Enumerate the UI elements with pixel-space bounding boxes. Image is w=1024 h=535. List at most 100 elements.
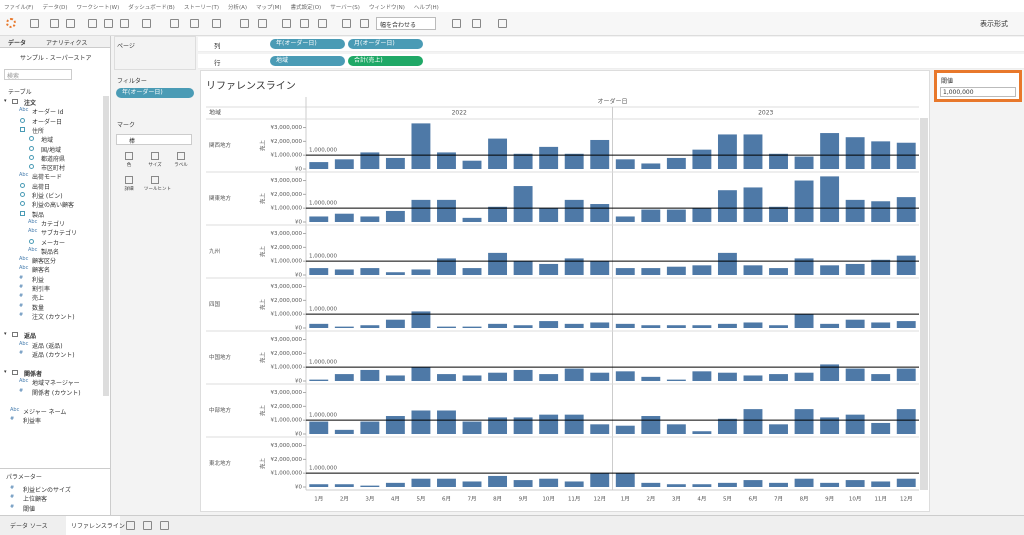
field-name: 上位顧客 — [23, 496, 48, 504]
bar — [462, 481, 482, 487]
bar — [692, 371, 712, 381]
menu-item[interactable]: 分析(A) — [227, 5, 248, 11]
y-tick-label: ¥3,000,000 — [271, 337, 303, 343]
mark-button-icon — [151, 176, 159, 184]
toolbar-icon — [282, 19, 291, 28]
pane-scrollbar — [103, 96, 109, 396]
parameter-input[interactable]: 1,000,000 — [940, 87, 1016, 97]
bar — [615, 371, 635, 381]
bar — [539, 146, 559, 169]
bar — [411, 123, 431, 169]
y-tick-label: ¥2,000,000 — [271, 139, 303, 145]
bar — [743, 480, 763, 487]
bar — [769, 206, 788, 222]
menu-item[interactable]: ストーリー(T) — [183, 5, 219, 11]
menu-bar: ファイル(F) データ(D) ワークシート(W) ダッシュボード(B) ストーリー(T)… — [0, 0, 1024, 12]
field-icon: # — [19, 284, 24, 290]
bar — [564, 199, 584, 222]
new-sheet-icon — [143, 521, 152, 530]
field-name: 国/地域 — [41, 146, 62, 154]
menu-item[interactable]: ウィンドウ(N) — [368, 5, 405, 11]
bar — [794, 314, 814, 328]
y-tick-label: ¥2,000,000 — [271, 351, 303, 357]
bar — [666, 484, 686, 487]
bar — [743, 409, 763, 434]
toolbar-icon — [50, 19, 59, 28]
y-axis-title: 売上 — [259, 246, 267, 258]
table-glyph — [12, 370, 18, 376]
field-name: メジャー ネーム — [23, 409, 67, 416]
bar — [794, 156, 814, 169]
bar — [845, 263, 865, 275]
field-name: 数量 — [32, 304, 45, 312]
search-box — [4, 69, 72, 80]
bar — [309, 162, 329, 169]
field-icon: Abc — [19, 256, 29, 263]
fit-label: 幅を合わせる — [380, 22, 417, 29]
x-tick-label: 2月 — [340, 496, 349, 503]
menu-item[interactable]: ヘルプ(H) — [413, 5, 439, 11]
fit-dropdown[interactable]: 幅を合わせる — [376, 17, 436, 30]
y-axis-title: 売上 — [259, 458, 267, 470]
bar — [590, 322, 610, 328]
bar — [590, 473, 610, 487]
mark-button[interactable]: サイズ — [144, 150, 166, 170]
field-icon: # — [19, 311, 24, 318]
bar — [666, 209, 686, 222]
bar — [769, 268, 788, 275]
mark-button[interactable]: ツールヒント — [144, 174, 171, 194]
y-tick-label: ¥2,000,000 — [271, 245, 303, 251]
sheet-tab-label: リファレンスライン — [71, 523, 125, 530]
field-name: 返品 (返品) — [32, 342, 63, 350]
menu-item[interactable]: ファイル(F) — [4, 5, 34, 11]
bar — [692, 265, 712, 275]
show-me[interactable]: 表示形式 — [980, 20, 1008, 28]
menu-item[interactable]: データ(D) — [42, 5, 68, 11]
x-tick-label: 5月 — [723, 496, 732, 503]
x-tick-label: 8月 — [493, 496, 502, 503]
field-name: 利益の高い顧客 — [32, 202, 75, 210]
bar — [488, 138, 508, 169]
mark-button[interactable]: ラベル — [170, 150, 192, 170]
mark-type-dropdown[interactable]: 棒 — [116, 134, 192, 145]
reference-line-label: 1,000,000 — [309, 307, 337, 313]
view-canvas: リファレンスライン オーダー日 地域 2022 2023 関西地方 売上 ¥0 ¥1,000,0… — [200, 70, 930, 512]
column-group-label: 2023 — [758, 110, 773, 117]
sheet-tab[interactable]: リファレンスライン — [66, 516, 125, 535]
field-name: 製品 — [32, 211, 45, 219]
menu-item[interactable]: 書式設定(O) — [290, 5, 322, 11]
bar — [820, 323, 840, 328]
y-axis-title: 売上 — [259, 405, 267, 417]
mark-button[interactable]: 詳細 — [118, 174, 140, 194]
x-tick-label: 6月 — [748, 496, 757, 503]
field-glyph — [29, 164, 34, 170]
bar — [437, 152, 456, 169]
bar — [641, 325, 661, 328]
bar — [309, 268, 329, 275]
menu-item[interactable]: ワークシート(W) — [76, 5, 120, 11]
field-glyph — [29, 136, 34, 142]
region-label: 四国 — [209, 301, 221, 308]
x-tick-label: 7月 — [468, 496, 477, 503]
parameters-heading: パラメーター — [6, 474, 42, 481]
y-tick-label: ¥1,000,000 — [271, 312, 303, 318]
field-name: 売上 — [32, 295, 45, 303]
menu-item[interactable]: サーバー(S) — [330, 5, 360, 11]
menu-item[interactable]: ダッシュボード(B) — [128, 5, 175, 11]
bar — [743, 322, 763, 328]
field-icon: Abc — [28, 246, 38, 253]
region-label: 中国地方 — [209, 353, 232, 361]
bar — [539, 321, 559, 328]
y-tick-label: ¥0 — [295, 273, 302, 279]
menu-item[interactable]: マップ(M) — [256, 5, 282, 11]
y-tick-label: ¥0 — [295, 432, 302, 438]
bar — [564, 153, 584, 169]
bar — [513, 480, 533, 487]
bar — [769, 374, 788, 381]
bar — [615, 268, 635, 275]
y-tick-label: ¥3,000,000 — [271, 178, 303, 184]
bar — [309, 379, 329, 381]
mark-button[interactable]: 色 — [118, 150, 140, 170]
toolbar-icon — [360, 19, 369, 28]
